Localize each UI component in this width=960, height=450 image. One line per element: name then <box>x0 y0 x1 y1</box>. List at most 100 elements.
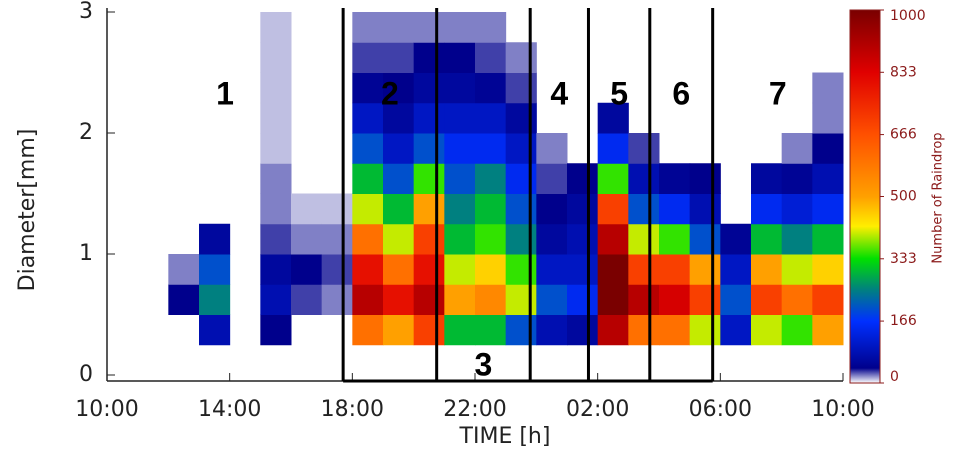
heat-cell <box>475 284 507 315</box>
heat-cell <box>291 284 323 315</box>
heat-cell <box>352 314 384 346</box>
heat-cell <box>475 72 507 104</box>
heat-cell <box>475 133 507 164</box>
colorbar-tick-label: 833 <box>890 64 917 80</box>
y-tick-label: 2 <box>79 120 93 145</box>
heat-cell <box>383 102 415 134</box>
heat-cell <box>505 42 537 73</box>
x-tick-label: 02:00 <box>566 397 629 422</box>
segment-label: 7 <box>769 75 787 111</box>
heat-cell <box>659 314 691 346</box>
heat-cell <box>475 193 507 225</box>
y-axis-label: Diameter[mm] <box>15 129 40 292</box>
heat-cell <box>689 314 721 346</box>
heat-cell <box>475 254 507 285</box>
colorbar-tick-label: 1000 <box>890 8 926 24</box>
heat-cell <box>689 254 721 285</box>
heat-cell <box>536 223 568 255</box>
heat-cell <box>260 314 292 346</box>
heat-cell <box>536 133 568 164</box>
heat-cell <box>781 193 813 225</box>
heat-cell <box>260 223 292 255</box>
heat-cell <box>628 223 660 255</box>
heat-cell <box>781 284 813 315</box>
heat-cell <box>812 284 844 315</box>
heat-cell <box>628 163 660 194</box>
heat-cell <box>168 254 200 285</box>
heat-cell <box>628 314 660 346</box>
heat-cell <box>597 254 629 285</box>
y-tick-label: 1 <box>79 241 93 266</box>
heat-cell <box>659 163 691 194</box>
heat-cell <box>383 133 415 164</box>
heat-cell <box>536 163 568 194</box>
segment-label: 5 <box>610 75 628 111</box>
heat-cell <box>444 102 476 134</box>
heat-cell <box>475 102 507 134</box>
heat-cell <box>536 284 568 315</box>
heat-cell <box>383 254 415 285</box>
heat-cell <box>505 223 537 255</box>
heat-cell <box>567 223 599 255</box>
x-axis-label: TIME [h] <box>459 424 551 449</box>
heat-cell <box>383 223 415 255</box>
segment-label: 4 <box>550 75 568 111</box>
heat-cell <box>383 12 415 43</box>
heat-cell <box>413 193 445 225</box>
heat-cell <box>413 284 445 315</box>
heat-cell <box>321 223 353 255</box>
heat-cell <box>567 254 599 285</box>
heat-cell <box>505 72 537 104</box>
heat-cell <box>168 284 200 315</box>
heat-cell <box>597 102 629 134</box>
heat-cell <box>475 42 507 73</box>
heat-cell <box>291 193 323 225</box>
heat-cell <box>199 223 231 255</box>
heat-cell <box>444 284 476 315</box>
heat-cell <box>444 133 476 164</box>
heat-cell <box>536 254 568 285</box>
heat-cell <box>505 163 537 194</box>
heat-cell <box>260 12 292 43</box>
heat-cell <box>444 254 476 285</box>
heat-cell <box>751 254 783 285</box>
heat-cell <box>383 163 415 194</box>
heat-cell <box>659 223 691 255</box>
heat-cell <box>383 284 415 315</box>
heat-cell <box>689 193 721 225</box>
heat-cell <box>505 254 537 285</box>
heat-cell <box>352 72 384 104</box>
heat-cell <box>413 133 445 164</box>
heat-cell <box>199 314 231 346</box>
heat-cell <box>352 42 384 73</box>
heat-cell <box>781 254 813 285</box>
heat-cell <box>199 254 231 285</box>
x-tick-label: 06:00 <box>689 397 752 422</box>
heat-cell <box>383 314 415 346</box>
heat-cell <box>781 163 813 194</box>
heat-cell <box>352 163 384 194</box>
heat-cell <box>444 314 476 346</box>
heat-cell <box>659 193 691 225</box>
heat-cell <box>720 223 752 255</box>
heat-cell <box>475 12 507 43</box>
heat-cell <box>812 223 844 255</box>
heat-cell <box>597 314 629 346</box>
heat-cell <box>536 193 568 225</box>
heat-cell <box>659 254 691 285</box>
heat-cell <box>751 163 783 194</box>
heat-cell <box>812 163 844 194</box>
heat-cell <box>505 314 537 346</box>
colorbar-tick-label: 500 <box>890 189 917 205</box>
heat-cell <box>413 314 445 346</box>
heat-cell <box>812 133 844 164</box>
heat-cell <box>352 133 384 164</box>
heat-cell <box>260 193 292 225</box>
heat-cell <box>352 12 384 43</box>
colorbar <box>849 9 881 384</box>
heat-cell <box>321 284 353 315</box>
heat-cell <box>628 254 660 285</box>
heat-cell <box>260 72 292 104</box>
x-tick-label: 18:00 <box>321 397 384 422</box>
heat-cell <box>444 163 476 194</box>
